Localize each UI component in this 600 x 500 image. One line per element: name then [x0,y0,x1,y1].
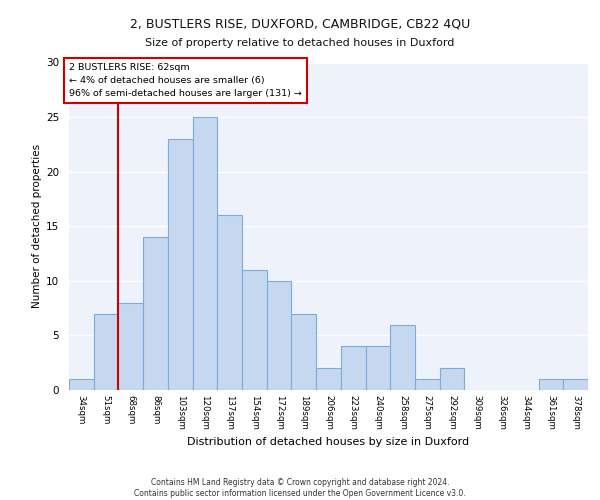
Bar [143,237,168,390]
Bar [440,368,464,390]
Bar [365,346,390,390]
Bar [292,314,316,390]
Text: Size of property relative to detached houses in Duxford: Size of property relative to detached ho… [145,38,455,48]
Bar [242,270,267,390]
Bar [341,346,365,390]
Text: Contains HM Land Registry data © Crown copyright and database right 2024.
Contai: Contains HM Land Registry data © Crown c… [134,478,466,498]
Bar [69,379,94,390]
Bar [118,302,143,390]
Y-axis label: Number of detached properties: Number of detached properties [32,144,42,308]
X-axis label: Distribution of detached houses by size in Duxford: Distribution of detached houses by size … [187,436,470,446]
Bar [94,314,118,390]
Bar [415,379,440,390]
Bar [563,379,588,390]
Bar [267,281,292,390]
Bar [168,139,193,390]
Text: 2, BUSTLERS RISE, DUXFORD, CAMBRIDGE, CB22 4QU: 2, BUSTLERS RISE, DUXFORD, CAMBRIDGE, CB… [130,18,470,30]
Text: 2 BUSTLERS RISE: 62sqm
← 4% of detached houses are smaller (6)
96% of semi-detac: 2 BUSTLERS RISE: 62sqm ← 4% of detached … [69,62,302,98]
Bar [316,368,341,390]
Bar [193,117,217,390]
Bar [217,216,242,390]
Bar [390,324,415,390]
Bar [539,379,563,390]
